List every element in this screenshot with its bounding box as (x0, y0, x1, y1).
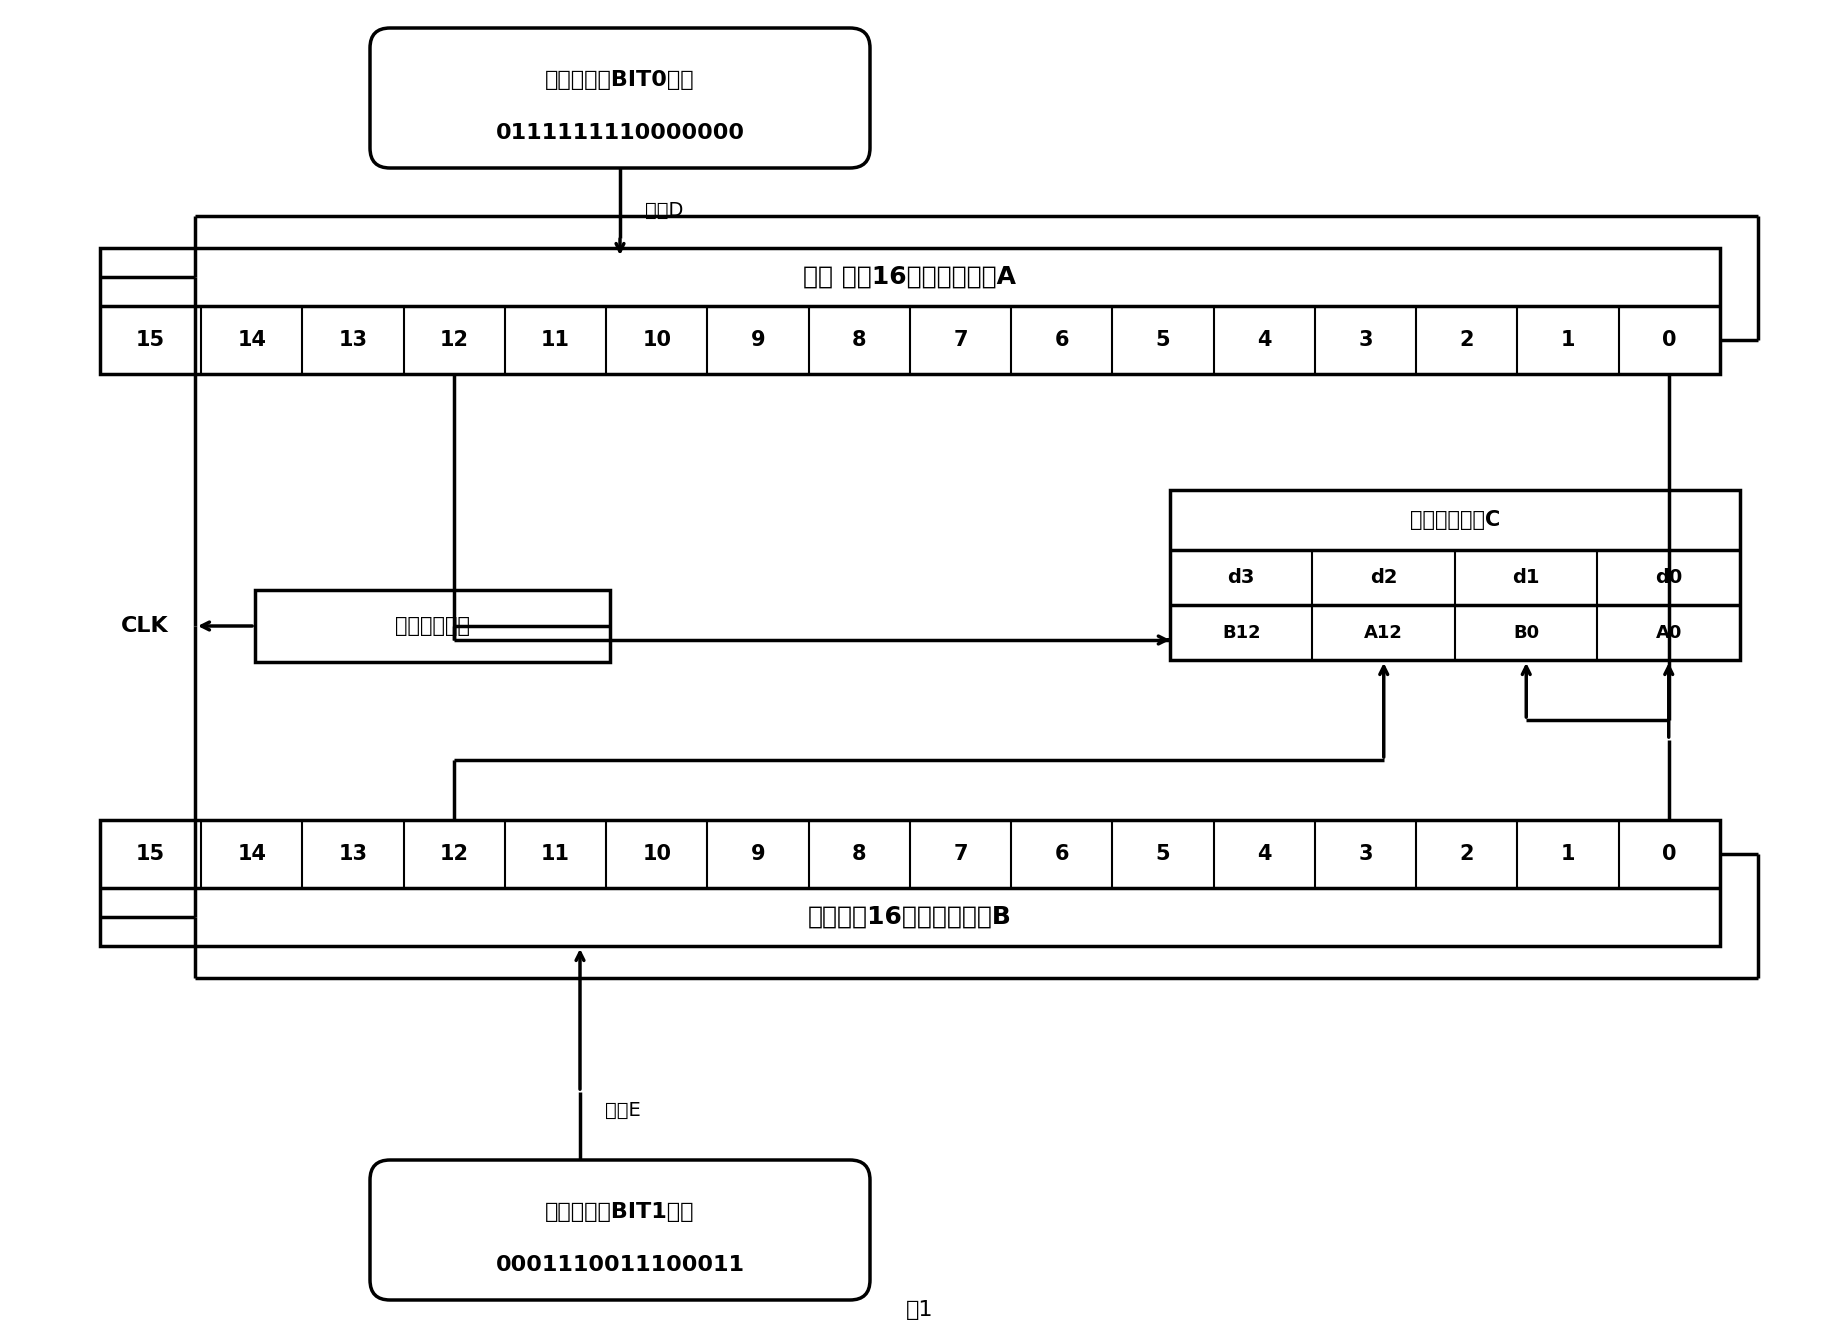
Text: 9: 9 (750, 844, 765, 864)
Text: B12: B12 (1221, 624, 1260, 641)
Bar (1170, 491, 1740, 660)
Text: 1: 1 (1561, 844, 1576, 864)
Text: 15: 15 (136, 844, 166, 864)
Text: 开关D: 开关D (645, 200, 684, 220)
Text: 15: 15 (136, 331, 166, 351)
Text: 3: 3 (1359, 844, 1374, 864)
Text: 14: 14 (237, 844, 267, 864)
Text: 10: 10 (642, 331, 671, 351)
Bar (256, 591, 611, 663)
Text: 3: 3 (1359, 331, 1374, 351)
Text: 输入计数脉冲: 输入计数脉冲 (395, 616, 471, 636)
Text: d2: d2 (1370, 568, 1398, 587)
Text: 13: 13 (338, 331, 368, 351)
Text: 码输出寄存器C: 码输出寄存器C (1411, 511, 1501, 531)
Text: 12: 12 (440, 844, 469, 864)
Text: 0: 0 (1662, 844, 1677, 864)
Text: 初始化预置BIT1序列: 初始化预置BIT1序列 (544, 1202, 695, 1222)
FancyBboxPatch shape (370, 1160, 870, 1300)
Text: 8: 8 (851, 844, 866, 864)
Text: 2: 2 (1460, 331, 1475, 351)
Text: A12: A12 (1365, 624, 1403, 641)
Text: 1: 1 (1561, 331, 1576, 351)
Text: 7: 7 (953, 844, 967, 864)
Text: 4: 4 (1258, 844, 1271, 864)
Text: 图1: 图1 (907, 1300, 934, 1320)
Text: 14: 14 (237, 331, 267, 351)
Text: 开关E: 开关E (605, 1101, 640, 1120)
Text: 2: 2 (1460, 844, 1475, 864)
Text: 9: 9 (750, 331, 765, 351)
Bar (99, 248, 1719, 375)
Text: 12: 12 (440, 331, 469, 351)
Text: 6: 6 (1054, 331, 1068, 351)
Text: 10: 10 (642, 844, 671, 864)
Text: 8: 8 (851, 331, 866, 351)
Text: 初始化预置BIT0序列: 初始化预置BIT0序列 (544, 71, 695, 91)
Text: 5: 5 (1157, 331, 1170, 351)
Text: 同相循环16位移位寄存器B: 同相循环16位移位寄存器B (807, 905, 1011, 929)
Text: 13: 13 (338, 844, 368, 864)
Text: 7: 7 (953, 331, 967, 351)
Text: B0: B0 (1513, 624, 1539, 641)
Text: 同相 循环16位移位寄存器A: 同相 循环16位移位寄存器A (804, 265, 1017, 289)
Bar (99, 820, 1719, 946)
Text: 11: 11 (541, 331, 570, 351)
Text: 5: 5 (1157, 844, 1170, 864)
FancyBboxPatch shape (370, 28, 870, 168)
Text: d0: d0 (1655, 568, 1683, 587)
Text: 4: 4 (1258, 331, 1271, 351)
Text: 0111111110000000: 0111111110000000 (495, 123, 745, 143)
Text: 6: 6 (1054, 844, 1068, 864)
Text: 0: 0 (1662, 331, 1677, 351)
Text: d1: d1 (1512, 568, 1539, 587)
Text: d3: d3 (1228, 568, 1254, 587)
Text: 11: 11 (541, 844, 570, 864)
Text: A0: A0 (1655, 624, 1683, 641)
Text: CLK: CLK (121, 616, 169, 636)
Text: 0001110011100011: 0001110011100011 (495, 1254, 745, 1274)
